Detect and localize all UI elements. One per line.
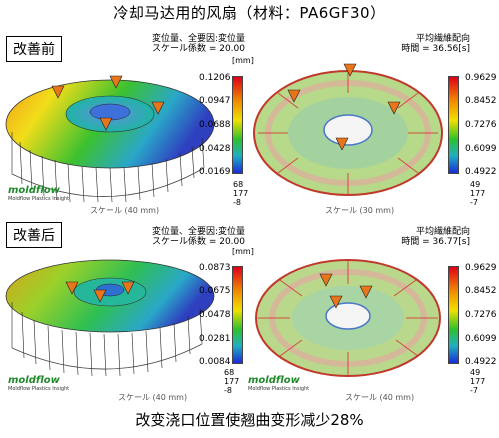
after-fiber-scalebar: スケール (40 mm)	[345, 393, 415, 402]
before-def-colorbar	[232, 76, 243, 174]
after-fiber-header: 平均繊維配向 時間 = 36.77[s]	[401, 227, 470, 247]
after-def-unit: [mm]	[232, 247, 254, 256]
page-title: 冷却马达用的风扇（材料：PA6GF30）	[113, 4, 386, 22]
before-fiber-tick-4: 0.4922	[465, 167, 497, 177]
after-fiber-fan	[255, 259, 441, 377]
after-fiber-tick-2: 0.7276	[465, 310, 497, 320]
before-fiber-tick-0: 0.9629	[465, 73, 497, 83]
before-fiber-tick-1: 0.8452	[465, 96, 497, 106]
gate-markers	[287, 63, 401, 151]
before-def-tick-1: 0.0947	[199, 96, 231, 106]
after-def-tick-3: 0.0281	[199, 334, 231, 344]
after-def-tick-4: 0.0084	[199, 357, 231, 367]
after-def-tick-0: 0.0873	[199, 263, 231, 273]
moldflow-logo: moldflow Moldflow Plastics Insight	[8, 375, 70, 392]
before-fiber-fan	[253, 63, 443, 196]
before-fiber-tick-3: 0.6099	[465, 144, 497, 154]
after-deformation-fan	[5, 259, 215, 377]
after-fiber-colorbar	[448, 266, 459, 364]
after-def-axis: 68 177 -8	[224, 368, 240, 395]
after-fiber-tick-1: 0.8452	[465, 286, 497, 296]
conclusion-text: 改变浇口位置使翘曲变形减少28%	[135, 411, 364, 429]
before-def-unit: [mm]	[232, 56, 254, 65]
before-def-header: 変位量、全要因:変位量 スケール係数 = 20.00	[151, 34, 245, 54]
gate-markers	[65, 281, 135, 303]
before-deformation-fan	[5, 75, 215, 202]
gate-markers	[319, 273, 373, 309]
before-def-tick-2: 0.0688	[199, 120, 231, 130]
gate-markers	[51, 75, 165, 131]
after-fiber-axis: 49 177 -7	[470, 368, 486, 395]
after-def-scalebar: スケール (40 mm)	[118, 393, 188, 402]
before-def-tick-0: 0.1206	[199, 73, 231, 83]
after-def-colorbar	[232, 266, 243, 364]
before-def-axis: 68 177 -8	[233, 180, 249, 207]
before-def-tick-3: 0.0428	[199, 144, 231, 154]
before-def-tick-4: 0.0169	[199, 167, 231, 177]
before-fiber-axis: 49 177 -7	[470, 180, 486, 207]
before-def-scalebar: スケール (40 mm)	[90, 206, 160, 215]
after-def-tick-1: 0.0675	[199, 286, 231, 296]
before-fiber-colorbar	[448, 76, 459, 174]
before-fiber-scalebar: スケール (30 mm)	[325, 206, 395, 215]
before-fiber-tick-2: 0.7276	[465, 120, 497, 130]
after-def-header: 変位量、全要因:変位量 スケール係数 = 20.00	[151, 227, 245, 247]
moldflow-logo: moldflow Moldflow Plastics Insight	[248, 375, 310, 392]
after-fiber-tick-3: 0.6099	[465, 334, 497, 344]
after-def-tick-2: 0.0478	[199, 310, 231, 320]
moldflow-logo: moldflow Moldflow Plastics Insight	[8, 185, 70, 202]
after-fiber-tick-4: 0.4922	[465, 357, 497, 367]
before-fiber-header: 平均繊維配向 時間 = 36.56[s]	[401, 34, 470, 54]
after-fiber-tick-0: 0.9629	[465, 263, 497, 273]
before-label: 改善前	[6, 36, 62, 62]
after-label: 改善后	[6, 222, 62, 248]
